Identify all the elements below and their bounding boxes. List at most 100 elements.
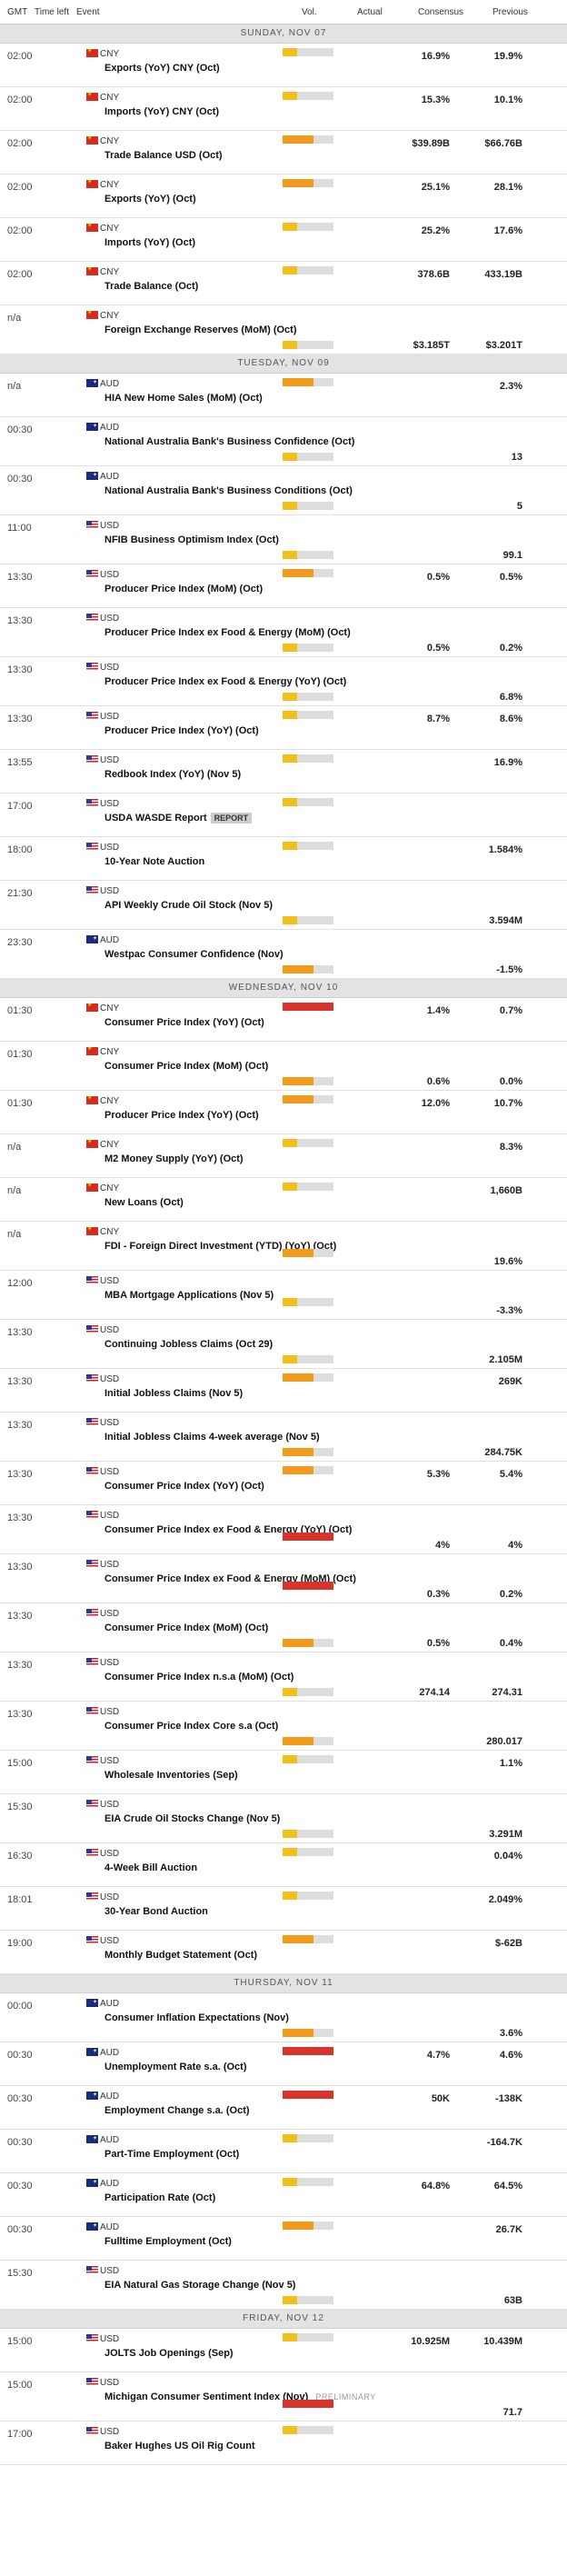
event-row[interactable]: n/a CNY Foreign Exchange Reserves (MoM) (O… <box>0 305 567 354</box>
event-row[interactable]: 16:30 USD 4-Week Bill Auction 0.04% <box>0 1843 567 1887</box>
event-name[interactable]: Participation Rate (Oct) <box>104 2192 215 2203</box>
event-row[interactable]: 23:30 AUD Westpac Consumer Confidence (Nov… <box>0 930 567 979</box>
event-name[interactable]: Producer Price Index (MoM) (Oct) <box>104 584 263 594</box>
event-row[interactable]: 00:30 AUD Part-Time Employment (Oct) -164.7… <box>0 2130 567 2173</box>
event-title[interactable]: Producer Price Index (MoM) (Oct) <box>104 584 264 594</box>
event-title[interactable]: National Australia Bank's Business Confi… <box>104 436 355 447</box>
event-title[interactable]: Exports (YoY) CNY (Oct) <box>104 63 220 74</box>
event-row[interactable]: 00:00 AUD Consumer Inflation Expectations … <box>0 1993 567 2042</box>
event-name[interactable]: Consumer Price Index (YoY) (Oct) <box>104 1017 264 1028</box>
event-name[interactable]: Producer Price Index (YoY) (Oct) <box>104 725 259 736</box>
event-title[interactable]: Part-Time Employment (Oct) <box>104 2149 240 2160</box>
event-name[interactable]: Trade Balance (Oct) <box>104 281 198 292</box>
event-row[interactable]: 13:30 USD Producer Price Index ex Food & E… <box>0 657 567 706</box>
event-name[interactable]: 10-Year Note Auction <box>104 856 204 867</box>
event-name[interactable]: M2 Money Supply (YoY) (Oct) <box>104 1153 244 1164</box>
event-name[interactable]: Imports (YoY) (Oct) <box>104 237 195 248</box>
event-name[interactable]: Westpac Consumer Confidence (Nov) <box>104 949 284 960</box>
event-name[interactable]: Monthly Budget Statement (Oct) <box>104 1950 257 1961</box>
event-name[interactable]: Consumer Price Index n.s.a (MoM) (Oct) <box>104 1672 293 1682</box>
event-title[interactable]: Baker Hughes US Oil Rig Count <box>104 2441 255 2451</box>
event-row[interactable]: 15:00 USD Wholesale Inventories (Sep) 1.1% <box>0 1751 567 1794</box>
event-name[interactable]: Consumer Price Index (MoM) (Oct) <box>104 1622 268 1633</box>
event-title[interactable]: EIA Crude Oil Stocks Change (Nov 5) <box>104 1813 281 1824</box>
event-title[interactable]: USDA WASDE Report <box>104 813 207 824</box>
event-row[interactable]: 13:30 USD Initial Jobless Claims 4-week av… <box>0 1413 567 1462</box>
event-row[interactable]: 13:30 USD Consumer Price Index (YoY) (Oct)… <box>0 1462 567 1505</box>
event-title[interactable]: NFIB Business Optimism Index (Oct) <box>104 534 279 545</box>
event-row[interactable]: 15:00 USD JOLTS Job Openings (Sep) 10.925M 1… <box>0 2329 567 2372</box>
event-title[interactable]: 30-Year Bond Auction <box>104 1906 208 1917</box>
event-row[interactable]: 12:00 USD MBA Mortgage Applications (Nov 5… <box>0 1271 567 1320</box>
event-row[interactable]: 01:30 CNY Producer Price Index (YoY) (Oct)… <box>0 1091 567 1134</box>
event-name[interactable]: 30-Year Bond Auction <box>104 1906 208 1917</box>
event-title[interactable]: Producer Price Index (YoY) (Oct) <box>104 725 259 736</box>
event-title[interactable]: EIA Natural Gas Storage Change (Nov 5) <box>104 2280 296 2291</box>
event-row[interactable]: 13:30 USD Consumer Price Index Core s.a (O… <box>0 1702 567 1751</box>
event-name[interactable]: Michigan Consumer Sentiment Index (Nov) P… <box>104 2391 376 2402</box>
event-row[interactable]: 11:00 USD NFIB Business Optimism Index (Oc… <box>0 515 567 564</box>
event-name[interactable]: National Australia Bank's Business Confi… <box>104 436 354 447</box>
event-name[interactable]: Producer Price Index (YoY) (Oct) <box>104 1110 259 1121</box>
event-title[interactable]: Consumer Price Index (MoM) (Oct) <box>104 1622 269 1633</box>
event-name[interactable]: National Australia Bank's Business Condi… <box>104 485 353 496</box>
event-title[interactable]: 10-Year Note Auction <box>104 856 205 867</box>
event-title[interactable]: National Australia Bank's Business Condi… <box>104 485 353 496</box>
event-title[interactable]: Initial Jobless Claims 4-week average (N… <box>104 1432 320 1443</box>
event-row[interactable]: 13:30 USD Initial Jobless Claims (Nov 5) 26… <box>0 1369 567 1413</box>
event-name[interactable]: EIA Natural Gas Storage Change (Nov 5) <box>104 2280 295 2291</box>
event-row[interactable]: 00:30 AUD Participation Rate (Oct) 64.8% 64.… <box>0 2173 567 2217</box>
event-name[interactable]: Foreign Exchange Reserves (MoM) (Oct) <box>104 324 297 335</box>
event-row[interactable]: 01:30 CNY Consumer Price Index (MoM) (Oct)… <box>0 1042 567 1091</box>
event-row[interactable]: 01:30 CNY Consumer Price Index (YoY) (Oct)… <box>0 998 567 1042</box>
event-name[interactable]: 4-Week Bill Auction <box>104 1862 197 1873</box>
event-title[interactable]: Trade Balance (Oct) <box>104 281 199 292</box>
event-name[interactable]: MBA Mortgage Applications (Nov 5) <box>104 1290 274 1301</box>
event-name[interactable]: USDA WASDE Report REPORT <box>104 813 253 824</box>
event-title[interactable]: Unemployment Rate s.a. (Oct) <box>104 2062 247 2072</box>
event-row[interactable]: n/a CNY New Loans (Oct) 1,660B <box>0 1178 567 1222</box>
event-title[interactable]: Monthly Budget Statement (Oct) <box>104 1950 258 1961</box>
event-title[interactable]: Producer Price Index ex Food & Energy (Y… <box>104 676 347 687</box>
event-name[interactable]: Exports (YoY) (Oct) <box>104 194 196 205</box>
event-name[interactable]: Exports (YoY) CNY (Oct) <box>104 63 220 74</box>
event-row[interactable]: n/a CNY FDI - Foreign Direct Investment (Y… <box>0 1222 567 1271</box>
event-name[interactable]: Wholesale Inventories (Sep) <box>104 1770 238 1781</box>
event-title[interactable]: Foreign Exchange Reserves (MoM) (Oct) <box>104 324 297 335</box>
event-row[interactable]: 00:30 AUD National Australia Bank's Busine… <box>0 417 567 466</box>
event-name[interactable]: Imports (YoY) CNY (Oct) <box>104 106 219 117</box>
event-title[interactable]: New Loans (Oct) <box>104 1197 184 1208</box>
event-row[interactable]: n/a CNY M2 Money Supply (YoY) (Oct) 8.3% <box>0 1134 567 1178</box>
event-title[interactable]: API Weekly Crude Oil Stock (Nov 5) <box>104 900 274 911</box>
event-row[interactable]: 15:00 USD Michigan Consumer Sentiment Inde… <box>0 2372 567 2421</box>
event-name[interactable]: Consumer Inflation Expectations (Nov) <box>104 2012 289 2023</box>
event-title[interactable]: HIA New Home Sales (MoM) (Oct) <box>104 393 263 404</box>
event-row[interactable]: n/a AUD HIA New Home Sales (MoM) (Oct) 2.3% <box>0 374 567 417</box>
event-title[interactable]: Trade Balance USD (Oct) <box>104 150 223 161</box>
event-row[interactable]: 13:30 USD Consumer Price Index (MoM) (Oct)… <box>0 1603 567 1652</box>
event-name[interactable]: FDI - Foreign Direct Investment (YTD) (Y… <box>104 1241 336 1252</box>
event-row[interactable]: 00:30 AUD Unemployment Rate s.a. (Oct) 4.7%… <box>0 2042 567 2086</box>
event-name[interactable]: Consumer Price Index (YoY) (Oct) <box>104 1481 264 1492</box>
event-row[interactable]: 02:00 CNY Exports (YoY) CNY (Oct) 16.9% 19.9… <box>0 44 567 87</box>
event-name[interactable]: API Weekly Crude Oil Stock (Nov 5) <box>104 900 273 911</box>
event-title[interactable]: MBA Mortgage Applications (Nov 5) <box>104 1290 274 1301</box>
event-name[interactable]: EIA Crude Oil Stocks Change (Nov 5) <box>104 1813 280 1824</box>
event-title[interactable]: Imports (YoY) CNY (Oct) <box>104 106 220 117</box>
event-title[interactable]: Producer Price Index ex Food & Energy (M… <box>104 627 351 638</box>
event-row[interactable]: 13:30 USD Consumer Price Index n.s.a (MoM)… <box>0 1652 567 1702</box>
event-row[interactable]: 15:30 USD EIA Natural Gas Storage Change (… <box>0 2261 567 2310</box>
event-title[interactable]: Redbook Index (YoY) (Nov 5) <box>104 769 242 780</box>
event-row[interactable]: 13:30 USD Producer Price Index (YoY) (Oct)… <box>0 706 567 750</box>
event-name[interactable]: Initial Jobless Claims 4-week average (N… <box>104 1432 320 1443</box>
event-name[interactable]: Initial Jobless Claims (Nov 5) <box>104 1388 243 1399</box>
event-title[interactable]: Consumer Price Index (YoY) (Oct) <box>104 1017 264 1028</box>
event-row[interactable]: 18:01 USD 30-Year Bond Auction 2.049% <box>0 1887 567 1931</box>
event-row[interactable]: 13:30 USD Producer Price Index ex Food & E… <box>0 608 567 657</box>
event-title[interactable]: Michigan Consumer Sentiment Index (Nov) <box>104 2391 309 2402</box>
event-title[interactable]: Participation Rate (Oct) <box>104 2192 216 2203</box>
event-name[interactable]: Fulltime Employment (Oct) <box>104 2236 232 2247</box>
event-row[interactable]: 17:00 USD USDA WASDE Report REPORT <box>0 794 567 837</box>
event-row[interactable]: 00:30 AUD Fulltime Employment (Oct) 26.7K <box>0 2217 567 2261</box>
event-name[interactable]: Consumer Price Index (MoM) (Oct) <box>104 1061 268 1072</box>
